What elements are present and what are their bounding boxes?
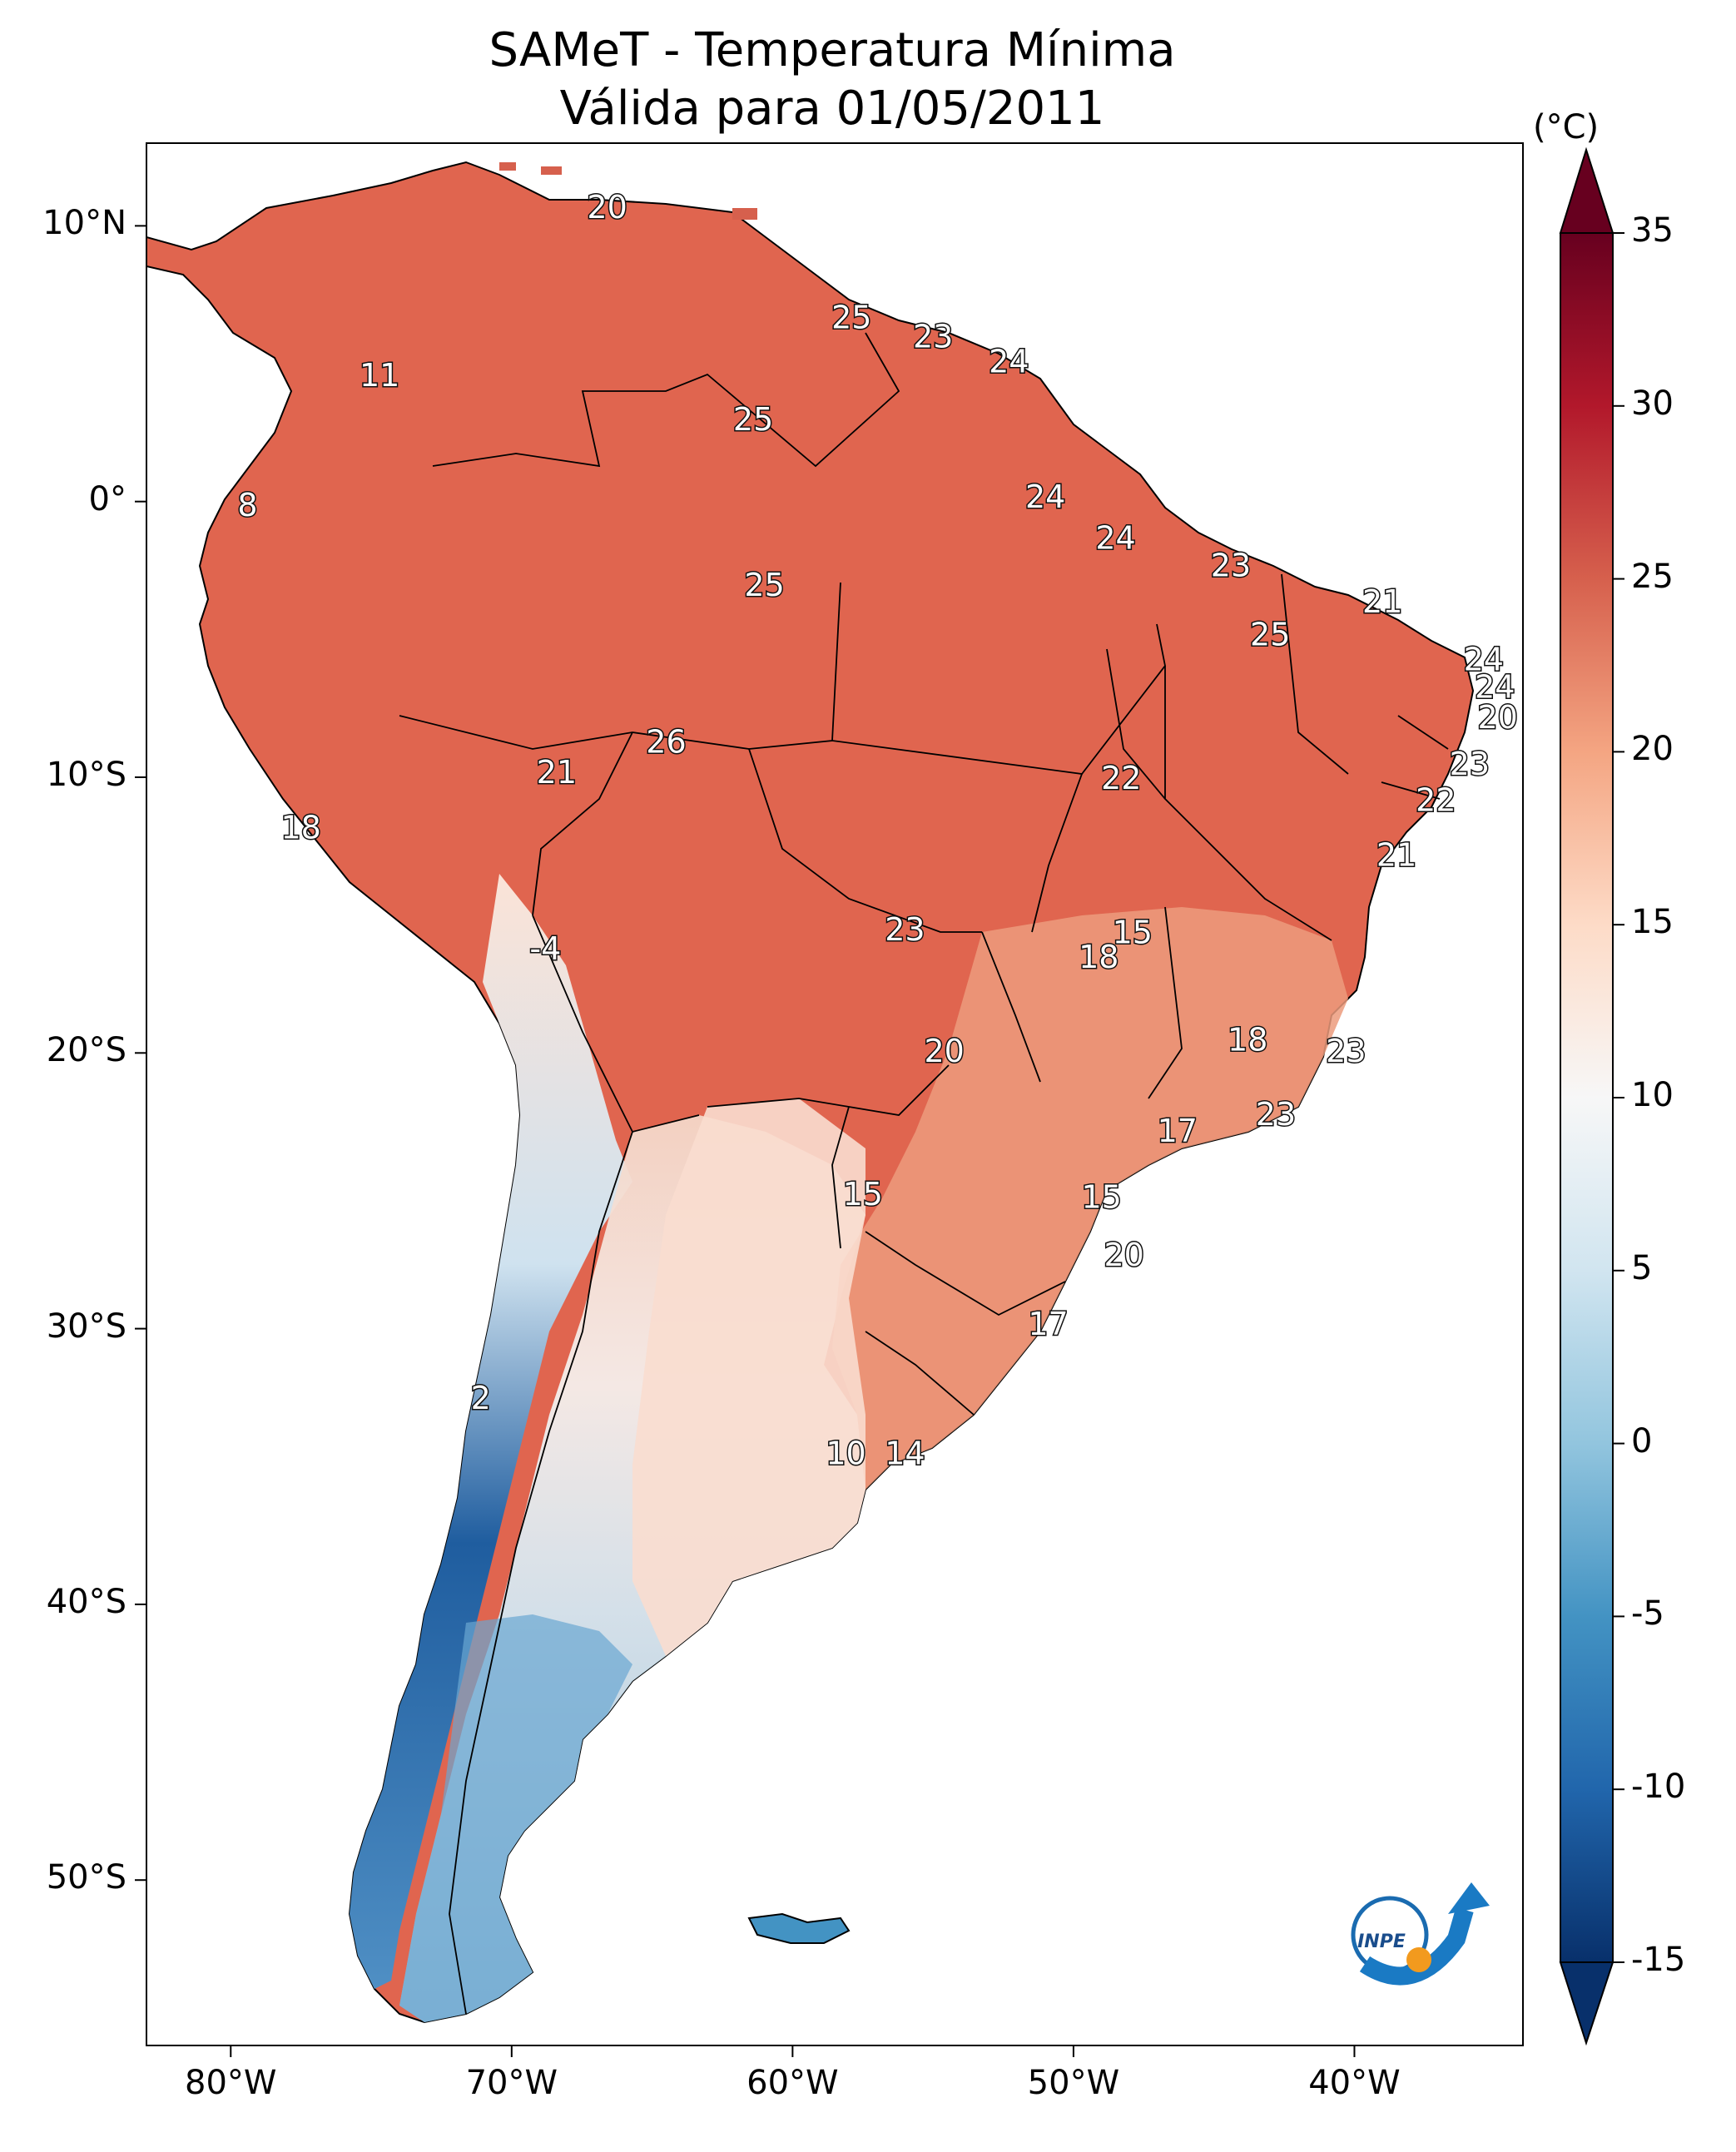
andes-cold-zone xyxy=(350,874,632,1989)
colorbar-unit-label: (°C) xyxy=(1533,108,1600,146)
temperature-label: 8 xyxy=(237,487,257,523)
temperature-label: 25 xyxy=(744,567,784,603)
temperature-label: 22 xyxy=(1101,760,1141,796)
temperature-label: 23 xyxy=(1256,1096,1296,1133)
colorbar-tick-label: 20 xyxy=(1631,730,1674,769)
colorbar-ticks xyxy=(1613,232,1624,1963)
map-title: SAMeT - Temperatura Mínima xyxy=(489,23,1176,77)
falklands-islands xyxy=(747,1912,851,1944)
y-tick-label: 30°S xyxy=(46,1307,126,1346)
x-tick-label: 80°W xyxy=(185,2064,277,2102)
colorbar-tick-label: 30 xyxy=(1631,384,1674,423)
temperature-label: 20 xyxy=(1104,1237,1143,1273)
temperature-label: 25 xyxy=(831,300,871,336)
temperature-label: 24 xyxy=(1475,668,1515,705)
colorbar-top-extension xyxy=(1559,146,1614,234)
y-tick-label: 20°S xyxy=(46,1031,126,1070)
temperature-label: -4 xyxy=(529,930,561,967)
inpe-logo-text: INPE xyxy=(1357,1931,1406,1952)
x-tick-label: 60°W xyxy=(746,2064,839,2102)
colorbar-tick-label: -5 xyxy=(1631,1594,1664,1634)
y-tick-label: 10°N xyxy=(42,204,126,243)
colorbar-tick-label: 5 xyxy=(1631,1248,1653,1287)
chaco-pampas-zone xyxy=(632,1098,866,1656)
caribbean-islands xyxy=(732,208,757,220)
colorbar-tick-label: 0 xyxy=(1631,1421,1653,1460)
inpe-logo: INPE xyxy=(1351,1882,1490,1986)
temperature-label: 18 xyxy=(1228,1022,1267,1059)
southeast-brazil-zone xyxy=(832,907,1348,1490)
colorbar-body xyxy=(1560,232,1614,1963)
political-borders xyxy=(399,332,1449,2015)
temperature-label: 23 xyxy=(1450,746,1490,782)
map-subtitle: Válida para 01/05/2011 xyxy=(559,82,1105,136)
temperature-label: 23 xyxy=(913,319,953,355)
y-tick-label: 0° xyxy=(88,479,126,518)
temperature-label: 21 xyxy=(1376,837,1416,874)
temperature-label: 18 xyxy=(280,809,320,845)
temperature-label: 24 xyxy=(1025,478,1065,515)
temperature-label: 15 xyxy=(843,1176,883,1212)
temperature-label: 22 xyxy=(1416,781,1456,818)
temperature-label: 17 xyxy=(1028,1306,1068,1342)
temperature-label: 11 xyxy=(360,357,399,394)
temperature-label: 10 xyxy=(826,1435,866,1472)
land-layer xyxy=(146,161,1475,2024)
temperature-label: 20 xyxy=(1477,699,1517,736)
temperature-label: 18 xyxy=(1079,939,1118,975)
colorbar-tick-label: -15 xyxy=(1631,1941,1686,1979)
y-tick-label: 50°S xyxy=(46,1858,126,1897)
temperature-label: 21 xyxy=(1362,583,1402,620)
colorbar-tick-label: 25 xyxy=(1631,557,1674,596)
temperature-label: 17 xyxy=(1158,1113,1198,1149)
temperature-label: 25 xyxy=(733,401,773,438)
y-tick-label: 40°S xyxy=(46,1582,126,1621)
colorbar-tick-label: 10 xyxy=(1631,1076,1674,1114)
colorbar-tick-label: -10 xyxy=(1631,1768,1686,1807)
x-tick-label: 40°W xyxy=(1308,2064,1401,2102)
colorbar-bottom-extension xyxy=(1559,1961,1614,2046)
temperature-label: 20 xyxy=(587,189,627,226)
x-tick-label: 50°W xyxy=(1027,2064,1120,2102)
temperature-label: 23 xyxy=(1326,1033,1366,1069)
axis-ticks xyxy=(135,225,1356,2057)
x-tick-label: 70°W xyxy=(465,2064,558,2102)
temperature-label: 2 xyxy=(471,1380,491,1416)
y-tick-label: 10°S xyxy=(46,756,126,794)
colorbar-tick-label: 15 xyxy=(1631,903,1674,942)
patagonia-blue xyxy=(399,1614,632,2022)
temperature-label: 26 xyxy=(646,724,686,761)
temperature-label: 21 xyxy=(537,754,577,791)
temperature-label: 25 xyxy=(1250,617,1290,653)
temperature-label: 14 xyxy=(885,1435,925,1472)
temperature-label: 15 xyxy=(1113,914,1153,950)
temperature-label: 24 xyxy=(989,344,1029,380)
temperature-label: 20 xyxy=(924,1033,964,1069)
temperature-label: 24 xyxy=(1095,520,1135,557)
temperature-label: 24 xyxy=(1464,641,1504,677)
temperature-label: 15 xyxy=(1081,1178,1121,1215)
colorbar-tick-label: 35 xyxy=(1631,211,1674,250)
colorbar xyxy=(1559,146,1624,2046)
temperature-label: 23 xyxy=(1211,548,1251,584)
temperature-label: 23 xyxy=(885,911,925,948)
